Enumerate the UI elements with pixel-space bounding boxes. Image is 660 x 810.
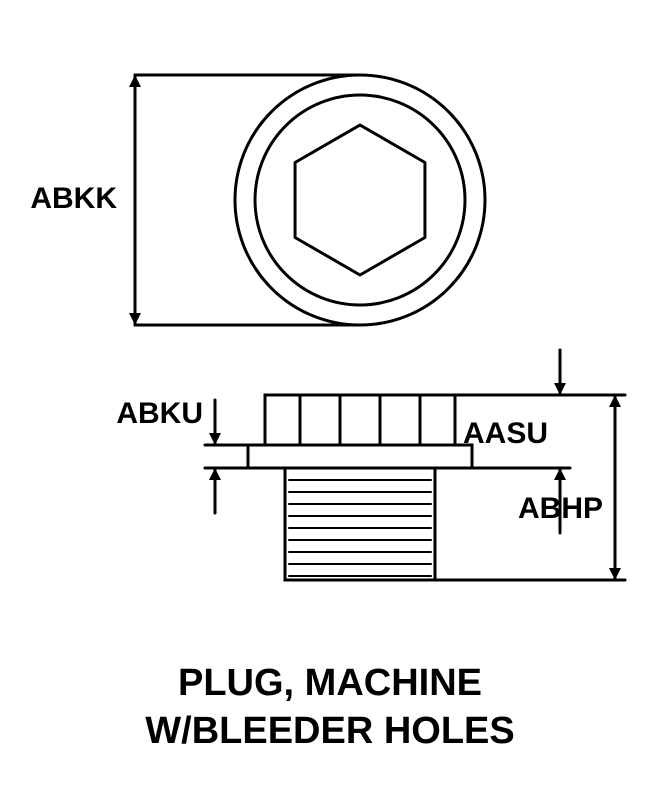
dim-label-abku: ABKU xyxy=(116,397,203,430)
dim-label-abhp: ABHP xyxy=(518,492,603,525)
dim-label-aasu: AASU xyxy=(463,417,548,450)
title-line-1: PLUG, MACHINE xyxy=(0,660,660,708)
title-line-2: W/BLEEDER HOLES xyxy=(0,708,660,756)
diagram-canvas: ABKK ABKU AASU ABHP PLUG, MACHINE W/BLEEDER… xyxy=(0,0,660,810)
dim-label-abkk: ABKK xyxy=(30,182,117,215)
title-block: PLUG, MACHINE W/BLEEDER HOLES xyxy=(0,660,660,755)
